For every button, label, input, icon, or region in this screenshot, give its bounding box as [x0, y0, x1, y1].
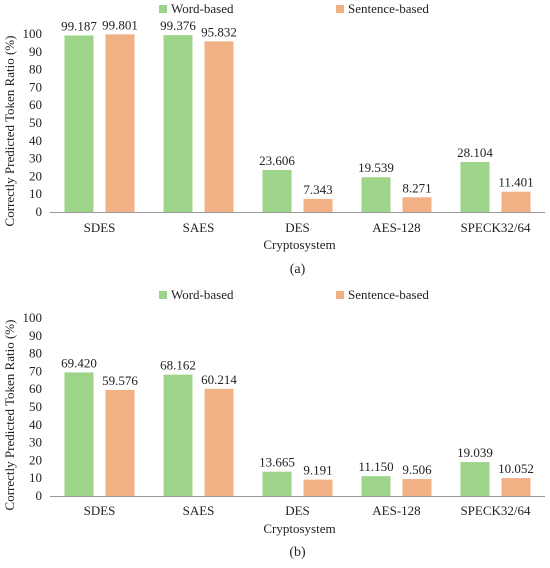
data-label: 19.539: [358, 160, 394, 175]
bar-word-based-aes-128: [361, 177, 391, 212]
y-axis-label: Correctly Predicted Token Ratio (%): [2, 320, 17, 511]
y-tick-label: 30: [29, 435, 42, 450]
x-tick-label: SDES: [84, 220, 116, 235]
x-tick-label: SPECK32/64: [460, 220, 531, 235]
panel-label: (a): [290, 262, 306, 277]
data-label: 68.162: [160, 358, 196, 373]
bar-word-based-sdes: [64, 372, 94, 496]
y-axis: 0 10 20 30 40 50 60 70 80 90 100: [23, 26, 43, 219]
bars: 99.187 99.801 99.376 95.832 23.606 7.343 19.53…: [61, 17, 534, 213]
data-label: 69.420: [61, 355, 97, 370]
bar-sentence-based-saes: [204, 388, 234, 496]
bar-sentence-based-sdes: [105, 34, 135, 213]
chart-panel-a: Word-based Sentence-based 0 10 20 30 40 50 60 70 8…: [2, 1, 545, 277]
y-tick-label: 10: [29, 470, 42, 485]
legend-label: Sentence-based: [348, 287, 429, 302]
data-label: 11.150: [358, 459, 393, 474]
data-label: 8.271: [402, 180, 431, 195]
bar-word-based-saes: [163, 374, 193, 496]
legend-swatch-sentence-based: [336, 291, 344, 299]
bar-word-based-sdes: [64, 35, 94, 212]
data-label: 60.214: [201, 372, 237, 387]
data-label: 10.052: [498, 461, 534, 476]
legend: Word-based Sentence-based: [159, 1, 429, 16]
x-tick-label: SAES: [183, 503, 215, 518]
x-axis-label: Cryptosystem: [263, 521, 335, 536]
y-tick-label: 80: [29, 346, 42, 361]
legend-swatch-word-based: [159, 291, 167, 299]
bar-word-based-saes: [163, 35, 193, 213]
y-tick-label: 90: [29, 44, 42, 59]
data-label: 19.039: [457, 445, 493, 460]
legend-swatch-word-based: [159, 5, 167, 13]
legend-label: Word-based: [171, 1, 234, 16]
x-tick-label: SAES: [183, 220, 215, 235]
y-axis-label: Correctly Predicted Token Ratio (%): [2, 36, 17, 227]
y-tick-label: 70: [29, 363, 42, 378]
x-tick-label: AES-128: [372, 503, 420, 518]
y-tick-label: 20: [29, 168, 42, 183]
x-axis-label: Cryptosystem: [263, 237, 335, 252]
y-tick-label: 0: [36, 204, 43, 219]
data-label: 13.665: [259, 455, 295, 470]
bar-word-based-des: [262, 471, 292, 496]
data-label: 99.187: [61, 18, 97, 33]
y-tick-label: 60: [29, 97, 42, 112]
bar-word-based-speck32-64: [460, 462, 490, 496]
x-tick-label: AES-128: [372, 220, 420, 235]
y-tick-label: 10: [29, 186, 42, 201]
y-tick-label: 100: [23, 310, 43, 325]
y-tick-label: 70: [29, 79, 42, 94]
y-tick-label: 60: [29, 381, 42, 396]
y-axis: 0 10 20 30 40 50 60 70 80 90 100: [23, 310, 43, 503]
data-label: 11.401: [498, 175, 533, 190]
bar-word-based-aes-128: [361, 476, 391, 496]
bar-word-based-des: [262, 169, 292, 212]
data-label: 9.506: [402, 462, 432, 477]
y-tick-label: 80: [29, 62, 42, 77]
y-tick-label: 100: [23, 26, 43, 41]
data-label: 99.376: [160, 18, 196, 33]
bar-sentence-based-sdes: [105, 389, 135, 496]
x-tick-label: SPECK32/64: [460, 503, 531, 518]
data-label: 9.191: [303, 463, 332, 478]
y-tick-label: 50: [29, 399, 42, 414]
x-tick-label: SDES: [84, 503, 116, 518]
bar-sentence-based-des: [303, 198, 333, 212]
y-tick-label: 20: [29, 452, 42, 467]
bars: 69.420 59.576 68.162 60.214 13.665 9.191 11.15…: [61, 355, 534, 496]
y-tick-label: 0: [36, 488, 43, 503]
y-tick-label: 40: [29, 133, 42, 148]
bar-sentence-based-des: [303, 479, 333, 496]
data-label: 23.606: [259, 153, 295, 168]
data-label: 7.343: [303, 182, 332, 197]
y-tick-label: 40: [29, 417, 42, 432]
x-tick-label: DES: [285, 220, 310, 235]
data-label: 28.104: [457, 145, 493, 160]
data-label: 99.801: [102, 17, 138, 32]
bar-sentence-based-saes: [204, 41, 234, 213]
x-tick-label: DES: [285, 503, 310, 518]
data-label: 59.576: [102, 373, 138, 388]
bar-sentence-based-aes-128: [402, 479, 432, 496]
y-tick-label: 90: [29, 328, 42, 343]
legend-swatch-sentence-based: [336, 5, 344, 13]
bar-sentence-based-speck32-64: [501, 478, 531, 496]
chart-panel-b: Word-based Sentence-based 0 10 20 30 40 50 60 70 8…: [2, 287, 545, 560]
data-label: 95.832: [201, 24, 237, 39]
legend-label: Sentence-based: [348, 1, 429, 16]
bar-sentence-based-speck32-64: [501, 191, 531, 212]
panel-label: (b): [289, 545, 306, 560]
bar-word-based-speck32-64: [460, 161, 490, 212]
legend-label: Word-based: [171, 287, 234, 302]
y-tick-label: 30: [29, 151, 42, 166]
bar-sentence-based-aes-128: [402, 197, 432, 212]
legend: Word-based Sentence-based: [159, 287, 429, 302]
y-tick-label: 50: [29, 115, 42, 130]
